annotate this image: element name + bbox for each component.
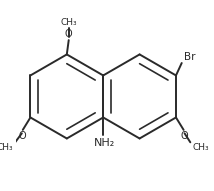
Text: CH₃: CH₃ <box>192 143 209 152</box>
Text: Br: Br <box>184 52 195 62</box>
Text: CH₃: CH₃ <box>0 143 13 152</box>
Text: O: O <box>181 131 188 141</box>
Text: O: O <box>65 29 73 39</box>
Text: CH₃: CH₃ <box>60 18 77 27</box>
Text: NH₂: NH₂ <box>94 138 115 147</box>
Text: O: O <box>18 131 26 141</box>
